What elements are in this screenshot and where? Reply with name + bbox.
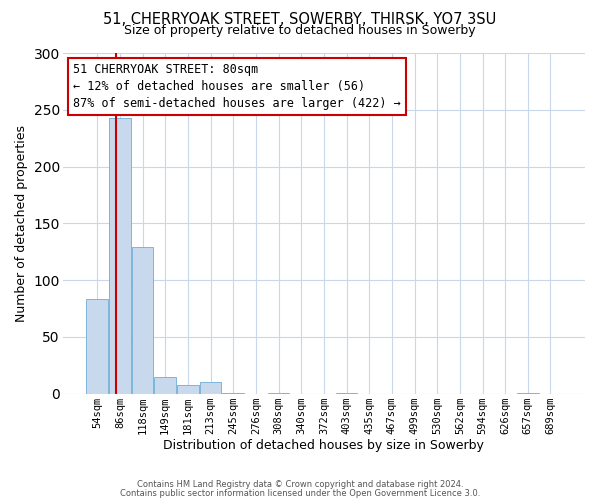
Text: 51 CHERRYOAK STREET: 80sqm
← 12% of detached houses are smaller (56)
87% of semi: 51 CHERRYOAK STREET: 80sqm ← 12% of deta… xyxy=(73,63,401,110)
Bar xyxy=(517,392,539,394)
Y-axis label: Number of detached properties: Number of detached properties xyxy=(15,125,28,322)
Bar xyxy=(109,118,131,394)
Bar xyxy=(132,247,154,394)
Bar xyxy=(177,384,199,394)
Text: Contains HM Land Registry data © Crown copyright and database right 2024.: Contains HM Land Registry data © Crown c… xyxy=(137,480,463,489)
X-axis label: Distribution of detached houses by size in Sowerby: Distribution of detached houses by size … xyxy=(163,440,484,452)
Text: Contains public sector information licensed under the Open Government Licence 3.: Contains public sector information licen… xyxy=(120,488,480,498)
Bar xyxy=(200,382,221,394)
Bar xyxy=(223,392,244,394)
Bar xyxy=(154,376,176,394)
Bar xyxy=(336,392,357,394)
Bar xyxy=(86,300,108,394)
Bar xyxy=(268,392,289,394)
Text: 51, CHERRYOAK STREET, SOWERBY, THIRSK, YO7 3SU: 51, CHERRYOAK STREET, SOWERBY, THIRSK, Y… xyxy=(103,12,497,28)
Text: Size of property relative to detached houses in Sowerby: Size of property relative to detached ho… xyxy=(124,24,476,37)
